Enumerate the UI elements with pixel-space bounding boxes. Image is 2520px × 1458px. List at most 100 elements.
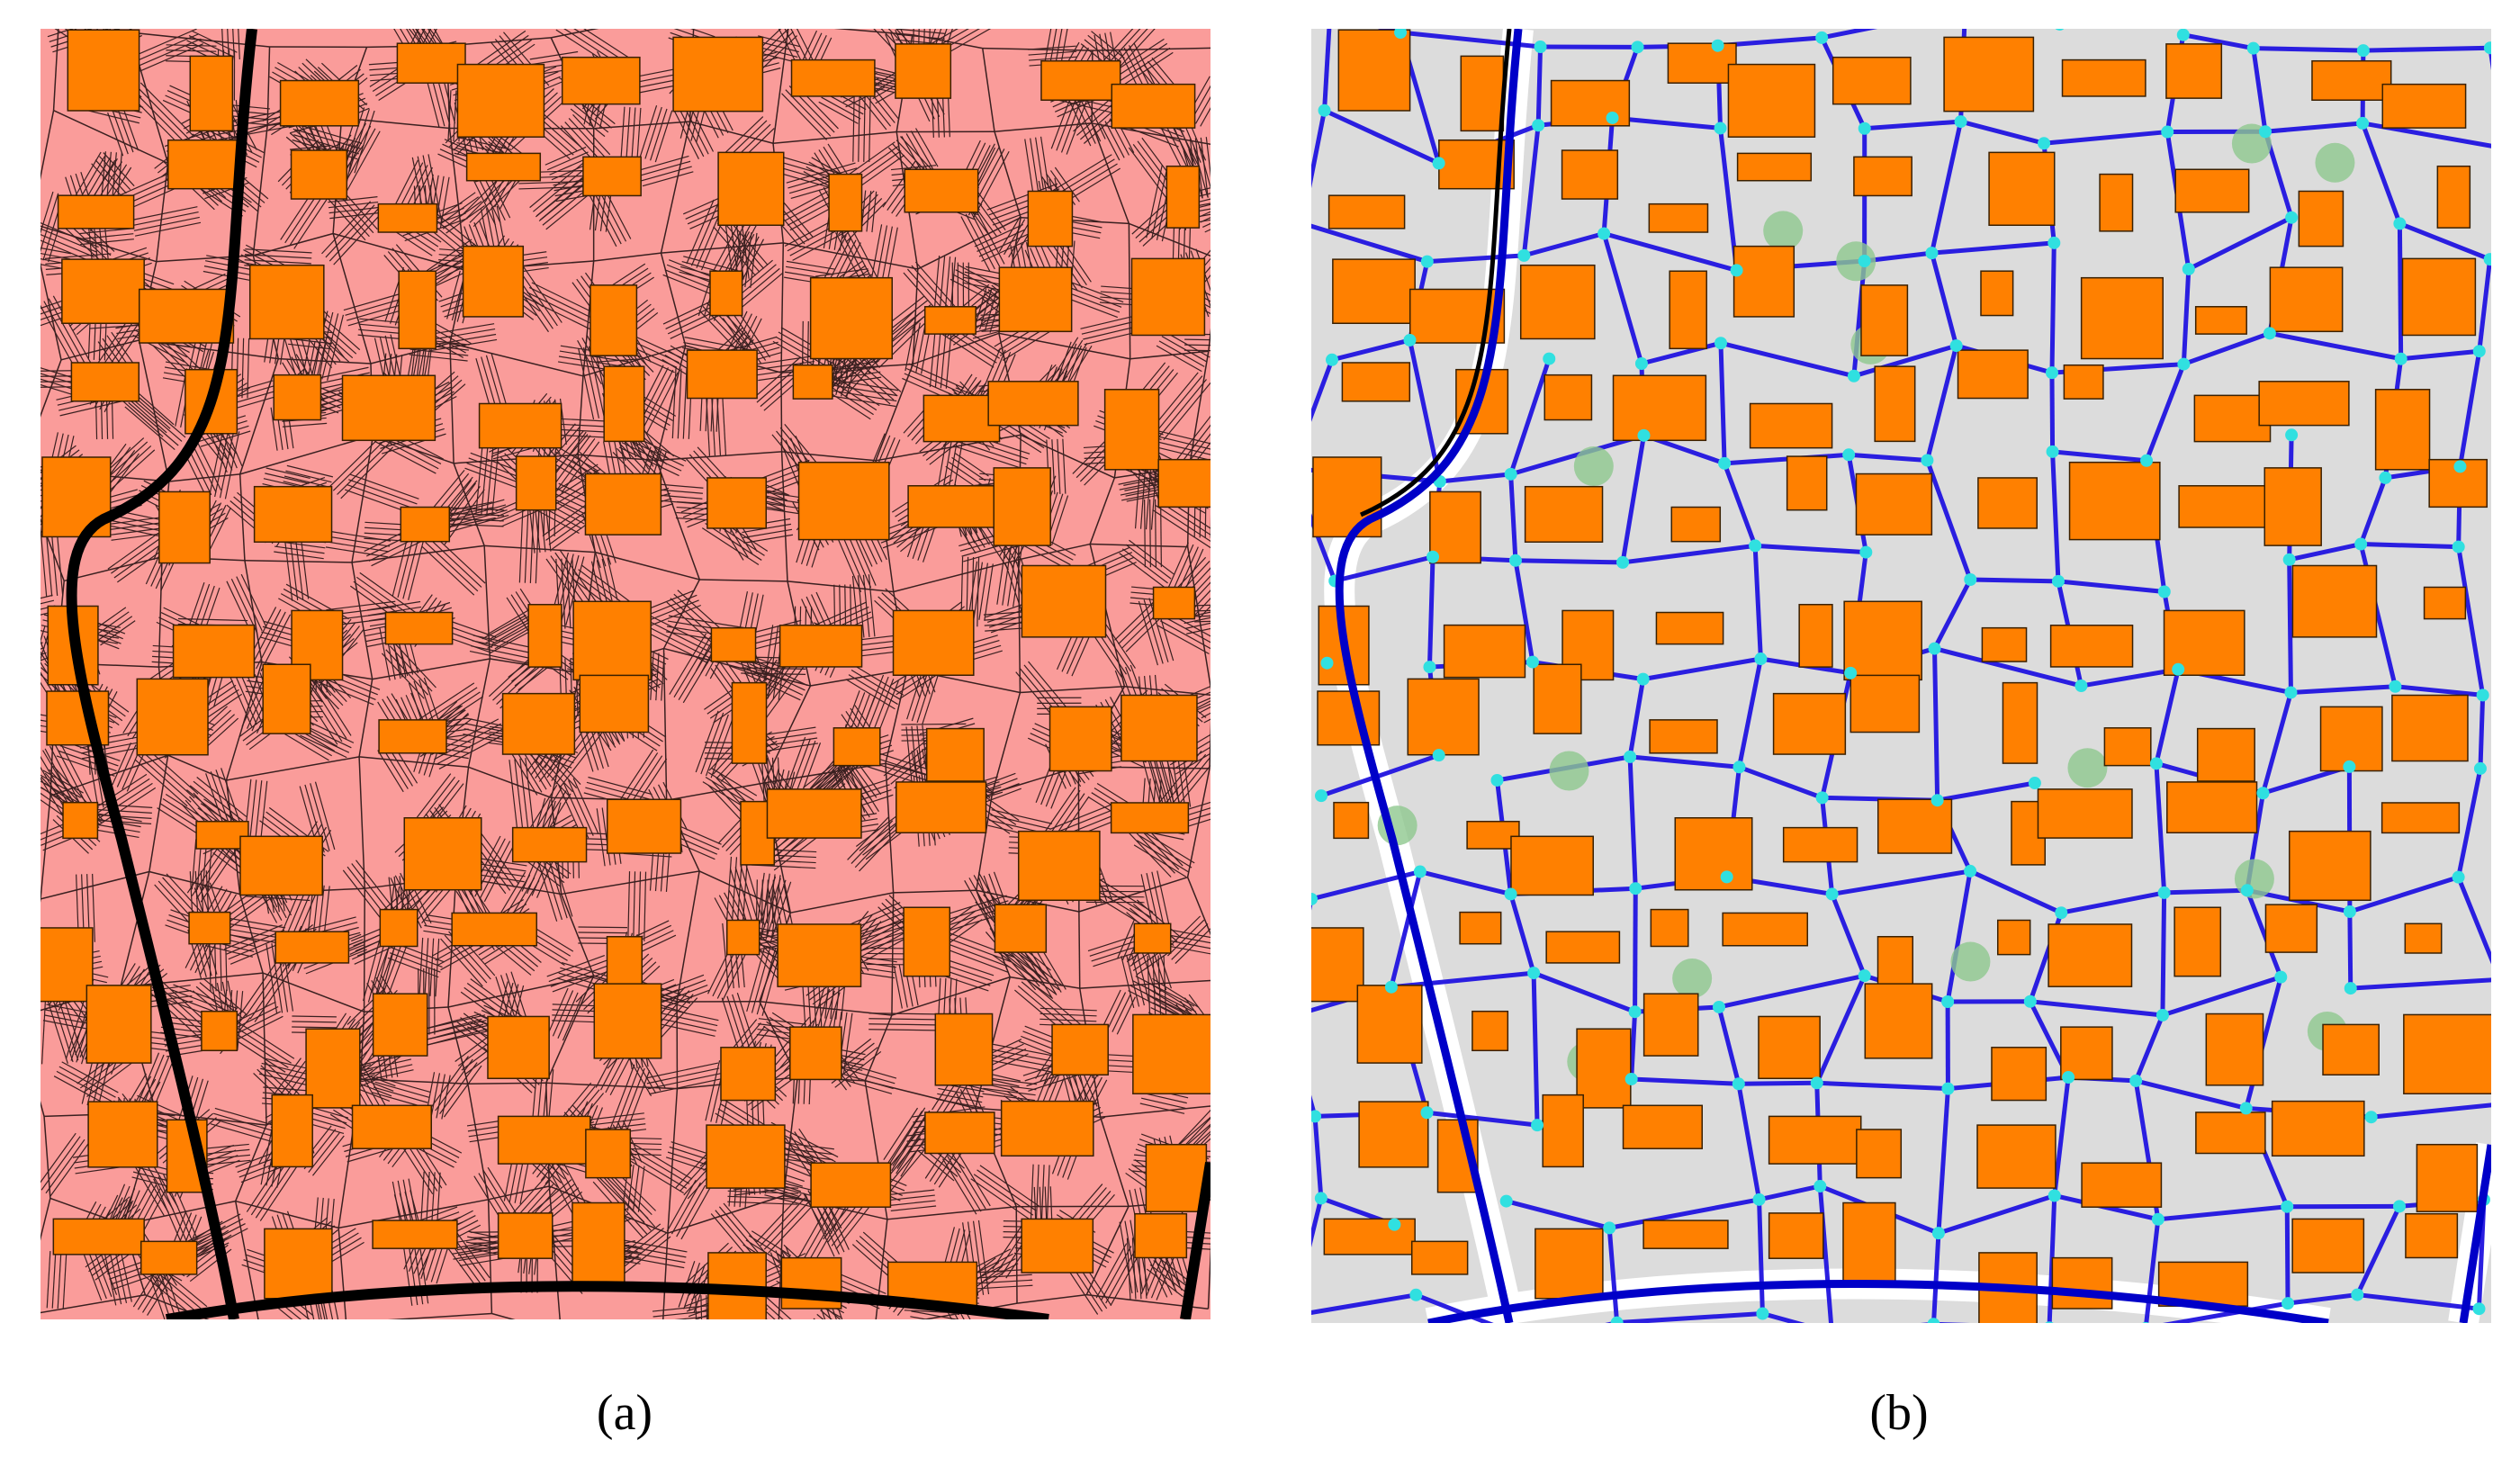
hatch-line — [46, 996, 68, 1064]
hatch-line — [214, 428, 230, 498]
hatch-line — [616, 749, 654, 806]
hatch-line — [964, 271, 1005, 281]
hatch-line — [588, 1118, 645, 1126]
hatch-line — [559, 549, 603, 611]
hatch-line — [475, 445, 483, 514]
hatch-line — [559, 350, 628, 363]
hatch-line — [669, 633, 706, 695]
hatch-line — [40, 626, 46, 643]
hatch-line — [639, 160, 691, 176]
hatch-line — [536, 928, 574, 952]
cell-edge — [595, 551, 700, 580]
hatch-line — [376, 436, 439, 470]
hatch-line — [1210, 470, 1211, 537]
hatch-line — [1183, 801, 1210, 812]
hatch-line — [760, 657, 805, 716]
hatch-line — [581, 338, 608, 382]
hatch-line — [226, 929, 285, 955]
hatch-line — [1201, 494, 1210, 500]
hatch-line — [658, 997, 698, 1040]
cell-edge — [780, 242, 785, 374]
hatch-line — [848, 141, 896, 176]
hatch-line — [1192, 703, 1210, 713]
hatch-line — [601, 558, 613, 602]
hatch-line — [588, 776, 652, 796]
hatch-line — [40, 671, 57, 698]
hatch-line — [135, 393, 186, 438]
hatch-line — [742, 528, 793, 539]
hatch-line — [1129, 539, 1175, 575]
hatch-line — [348, 479, 418, 505]
hatch-line — [1119, 480, 1163, 490]
hatch-line — [206, 717, 239, 748]
hatch-line — [137, 38, 202, 68]
hatch-line — [1080, 315, 1133, 329]
hatch-line — [105, 394, 109, 439]
hatch-line — [1121, 490, 1166, 501]
cell-edge — [252, 125, 268, 256]
hatch-line — [654, 110, 673, 163]
hatch-line — [47, 29, 75, 38]
hatch-line — [61, 1061, 119, 1094]
hatch-line — [1055, 239, 1087, 285]
hatch-line — [78, 228, 133, 235]
hatch-line — [583, 346, 599, 418]
hatch-line — [760, 1197, 806, 1246]
hatch-line — [218, 125, 292, 140]
hatch-line — [140, 82, 194, 137]
cell-edge — [662, 1324, 778, 1328]
cell-edge — [1209, 719, 1210, 769]
hatch-line — [1162, 616, 1210, 644]
hatch-line — [310, 671, 352, 736]
hatch-line — [447, 523, 504, 527]
hatch-line — [133, 29, 197, 58]
hatch-line — [1118, 605, 1158, 645]
hatch-line — [807, 758, 836, 792]
hatch-line — [357, 334, 400, 339]
hatch-line — [792, 228, 853, 261]
hatch-line — [901, 136, 924, 176]
cell-edge — [666, 782, 765, 801]
hatch-line — [1187, 581, 1210, 608]
hatch-line — [839, 352, 895, 400]
hatch-line — [1134, 462, 1141, 529]
hatch-line — [1184, 807, 1210, 817]
hatch-line — [680, 1187, 711, 1240]
hatch-line — [915, 323, 926, 374]
hatch-line — [1148, 598, 1169, 662]
hatch-line — [788, 738, 811, 798]
hatch-line — [1151, 871, 1165, 925]
hatch-line — [1156, 870, 1170, 924]
hatch-line — [221, 927, 284, 940]
cell-edge — [763, 685, 812, 784]
cell-edge — [388, 1312, 492, 1319]
cell-edge — [790, 892, 894, 914]
hatch-line — [392, 159, 418, 211]
cell-edge — [1091, 122, 1130, 224]
hatch-line — [436, 1074, 446, 1119]
hatch-line — [760, 879, 763, 923]
hatch-line — [560, 554, 580, 625]
hatch-line — [765, 661, 808, 719]
hatch-line — [134, 759, 188, 807]
hatch-line — [642, 171, 694, 187]
hatch-line — [857, 154, 905, 189]
hatch-line — [918, 29, 920, 47]
hatch-line — [1142, 830, 1195, 864]
cell-edge — [338, 1199, 489, 1229]
hatch-line — [1083, 326, 1136, 340]
hatch-line — [937, 1093, 983, 1103]
hatch-line — [558, 446, 598, 472]
cell-edge — [699, 579, 788, 582]
hatch-line — [359, 572, 419, 616]
hatch-line — [382, 938, 405, 996]
hatch-line — [94, 611, 130, 637]
cell-edge — [780, 451, 788, 581]
hatch-line — [1125, 613, 1166, 652]
hatch-line — [154, 884, 194, 927]
hatch-line — [968, 561, 978, 619]
hatch-line — [666, 601, 716, 646]
hatch-line — [644, 871, 647, 941]
cell-edge — [40, 1198, 51, 1241]
hatch-line — [466, 983, 521, 1022]
